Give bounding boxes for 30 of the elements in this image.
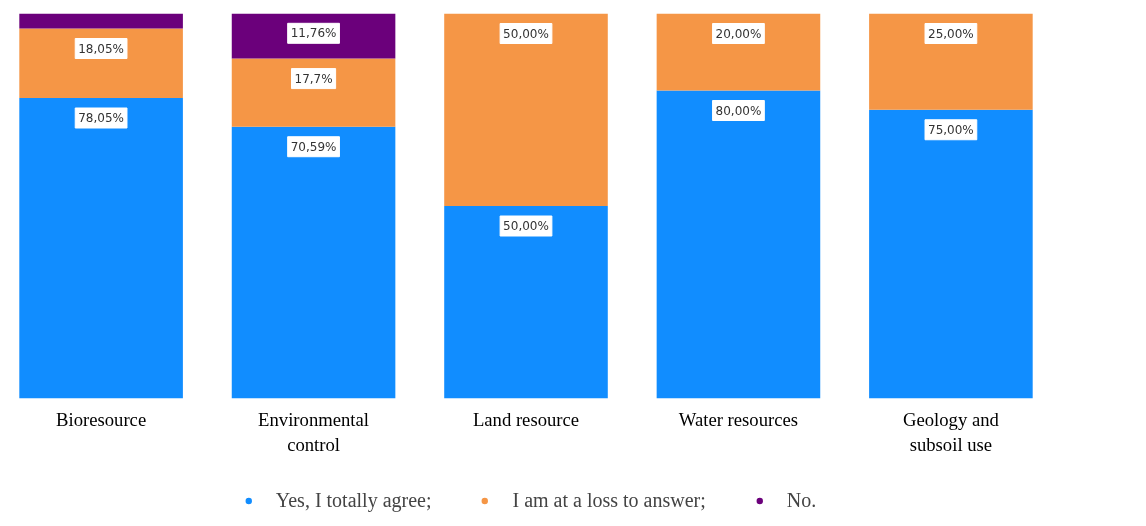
x-tick-label: Geology and subsoil use [902,408,1000,455]
data-label: 50,00% [503,26,549,41]
bar [444,206,608,399]
data-label: 80,00% [715,103,762,118]
data-label: 50,00% [503,219,549,233]
bar [19,28,183,99]
data-label: 70,59% [290,139,337,154]
data-label: 17,7% [294,71,333,86]
bar [869,109,1033,399]
x-tick-label: Environmental control [258,408,369,455]
x-tick-label: Land resource [472,408,580,430]
x-tick-label: Water resources [678,408,799,430]
data-label: 78,05% [78,111,124,126]
bar [656,90,821,399]
data-label: 11,76% [290,26,337,41]
bar [19,13,183,29]
bar [231,126,396,399]
legend-label: Yes, I totally agree; [275,488,432,512]
legend-label: No. [786,488,817,512]
bar [19,98,183,399]
bar [231,58,396,127]
bar [444,13,608,206]
data-label: 25,00% [928,26,974,41]
bar [869,13,1033,110]
data-label: 75,00% [928,122,974,137]
legend-label: I am at a loss to answer; [512,488,706,512]
x-tick-label: Bioresource [56,408,147,430]
data-label: 18,05% [78,41,124,56]
bar [656,13,821,91]
data-label: 20,00% [715,26,762,41]
